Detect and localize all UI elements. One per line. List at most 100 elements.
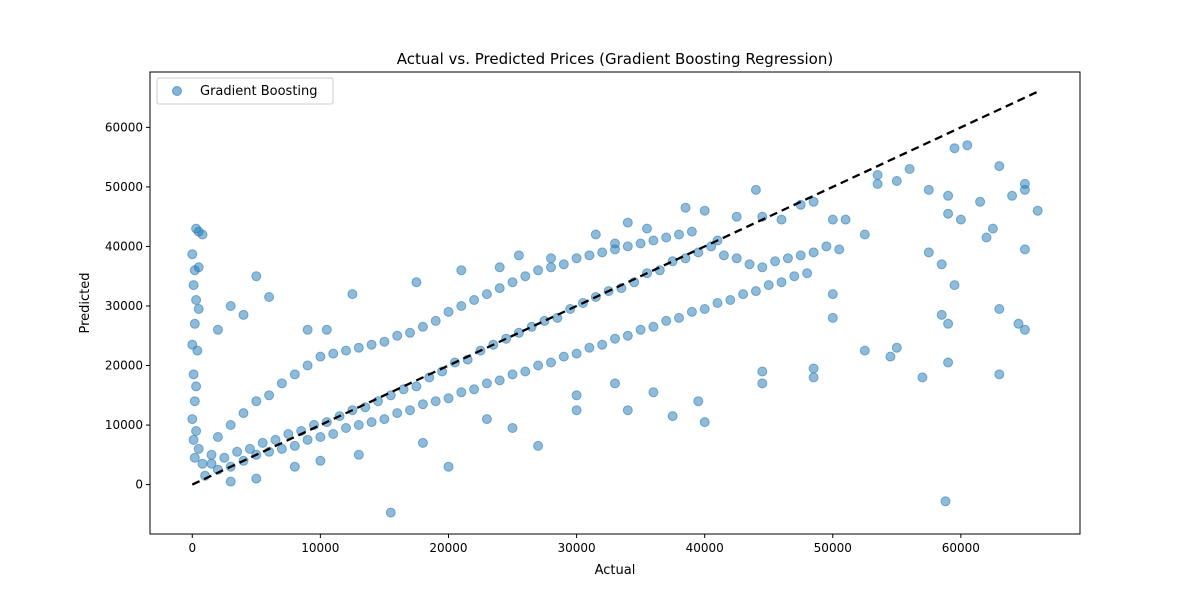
- data-point: [244, 443, 255, 454]
- data-point: [1032, 205, 1043, 216]
- data-point: [417, 321, 428, 332]
- data-point: [571, 348, 582, 359]
- data-point: [193, 304, 204, 314]
- data-point: [558, 351, 569, 362]
- data-point: [443, 306, 454, 317]
- data-point: [923, 184, 934, 195]
- data-point: [276, 378, 287, 389]
- data-point: [507, 277, 518, 288]
- data-point: [699, 417, 710, 428]
- data-point: [469, 384, 480, 395]
- data-point: [891, 342, 902, 353]
- data-point: [904, 164, 915, 174]
- data-point: [188, 280, 199, 291]
- data-point: [667, 411, 678, 422]
- data-point: [379, 414, 390, 425]
- data-point: [219, 452, 230, 463]
- data-point: [584, 250, 595, 261]
- data-point: [744, 259, 755, 270]
- data-point: [699, 304, 710, 314]
- data-point: [693, 396, 704, 407]
- data-point: [289, 461, 300, 472]
- data-point: [571, 390, 582, 401]
- data-point: [1019, 324, 1030, 335]
- data-point: [1019, 178, 1030, 189]
- data-point: [885, 351, 896, 362]
- data-point: [188, 369, 199, 380]
- y-axis: 0 10000 20000 30000 40000 50000 60000: [105, 120, 150, 492]
- data-point: [654, 265, 665, 276]
- data-point: [520, 366, 531, 377]
- data-point: [526, 321, 537, 332]
- data-point: [456, 265, 467, 276]
- data-point: [917, 372, 928, 383]
- data-point: [827, 214, 838, 225]
- y-axis-label: Predicted: [78, 272, 93, 333]
- y-tick-label: 20000: [105, 359, 143, 373]
- data-point: [328, 348, 339, 359]
- legend-box: [156, 77, 334, 105]
- data-point: [859, 229, 870, 240]
- data-point: [379, 336, 390, 347]
- data-point: [257, 437, 268, 448]
- data-point: [622, 241, 633, 252]
- data-point: [546, 262, 556, 273]
- x-axis: 0 10000 20000 30000 40000 50000 60000: [188, 534, 980, 555]
- data-point: [648, 387, 659, 398]
- legend-marker: [172, 86, 182, 96]
- data-point: [189, 318, 200, 329]
- data-point: [667, 256, 678, 267]
- data-point: [494, 262, 505, 273]
- data-point: [891, 176, 902, 186]
- data-point: [341, 423, 351, 433]
- data-point: [622, 405, 633, 416]
- data-point: [763, 280, 774, 291]
- data-point: [341, 345, 351, 356]
- data-point: [994, 161, 1005, 172]
- data-point: [994, 304, 1005, 314]
- data-point: [693, 247, 704, 258]
- data-point: [405, 327, 415, 338]
- data-point: [481, 289, 492, 300]
- data-point: [590, 229, 601, 240]
- data-point: [981, 232, 992, 243]
- data-point: [225, 301, 236, 311]
- data-point: [456, 301, 467, 311]
- data-point: [949, 280, 960, 291]
- data-point: [622, 330, 633, 341]
- data-point: [782, 253, 793, 264]
- data-point: [289, 440, 300, 451]
- data-point: [552, 312, 563, 323]
- x-tick-label: 30000: [557, 541, 595, 555]
- data-point: [539, 315, 550, 326]
- data-point: [424, 372, 435, 383]
- data-point: [757, 366, 768, 377]
- data-point: [533, 265, 544, 276]
- data-point: [802, 268, 813, 279]
- data-point: [289, 369, 300, 380]
- data-point: [923, 247, 934, 258]
- data-point: [808, 196, 819, 207]
- data-point: [840, 214, 851, 225]
- data-point: [680, 202, 691, 213]
- data-point: [584, 342, 595, 353]
- data-point: [385, 390, 396, 401]
- x-tick-label: 10000: [301, 541, 339, 555]
- data-point: [936, 309, 947, 320]
- data-point: [315, 432, 326, 442]
- data-point: [302, 360, 313, 371]
- data-point: [661, 232, 672, 243]
- data-point: [225, 476, 236, 487]
- data-point: [635, 238, 646, 249]
- data-point: [731, 253, 742, 264]
- data-point: [789, 271, 800, 282]
- data-point: [558, 259, 569, 270]
- data-point: [366, 417, 377, 428]
- points-layer: [187, 140, 1043, 518]
- data-point: [975, 196, 986, 207]
- data-point: [827, 312, 838, 323]
- data-point: [494, 375, 505, 386]
- data-point: [943, 208, 954, 219]
- data-point: [962, 140, 973, 151]
- data-point: [507, 423, 518, 433]
